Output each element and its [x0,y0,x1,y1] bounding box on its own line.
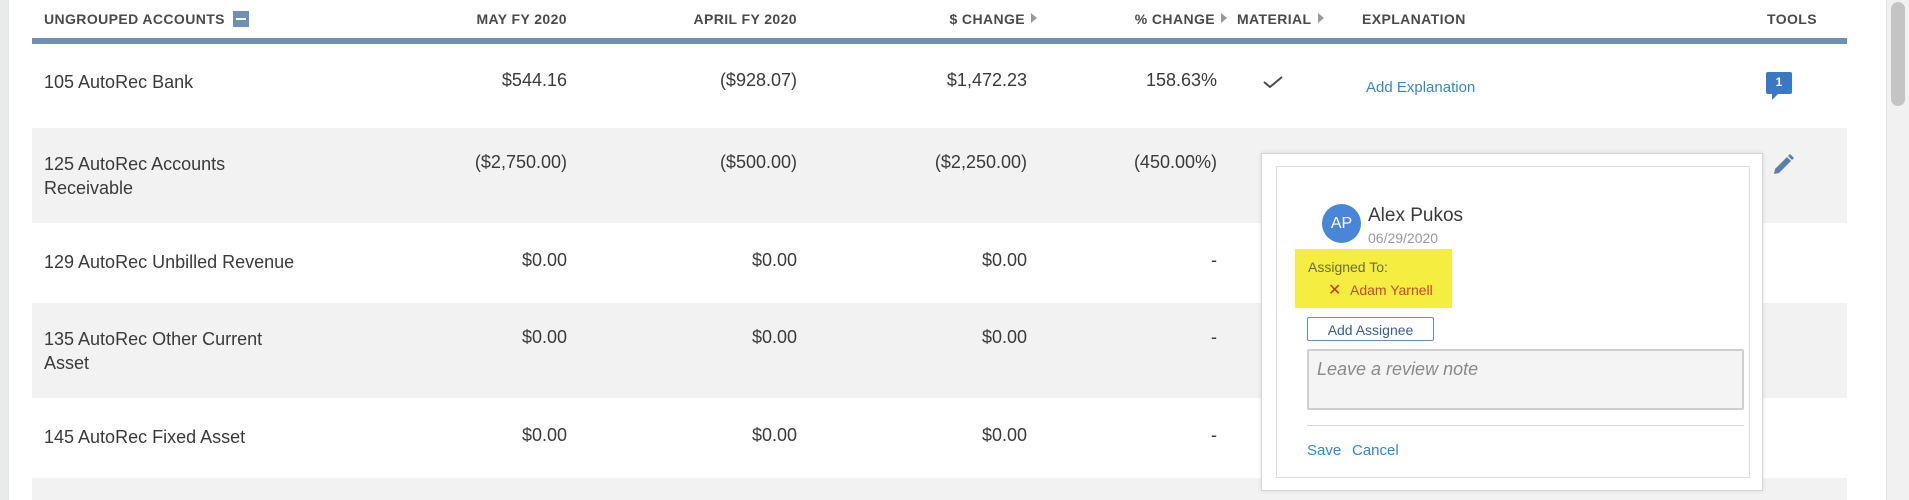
vertical-scrollbar[interactable] [1886,0,1909,500]
current-amount: ($2,750.00) [474,152,567,172]
save-link[interactable]: Save [1307,442,1342,459]
header-ungrouped-accounts: UNGROUPED ACCOUNTS [44,11,249,27]
header-dollar-change[interactable]: $ CHANGE [797,11,1037,27]
prior-amount: $0.00 [751,250,797,270]
sort-arrow-icon [1221,13,1227,23]
current-amount: $0.00 [521,425,567,445]
pct-change: 158.63% [1145,70,1217,90]
review-note-panel: AP Alex Pukos 06/29/2020 Assigned To: ✕ … [1276,166,1750,478]
header-divider [32,38,1847,44]
collapse-group-icon[interactable] [232,11,249,27]
table-row[interactable]: 129 AutoRec Unbilled Revenue $0.00 $0.00… [32,223,1847,303]
header-material[interactable]: MATERIAL [1237,11,1324,27]
header-explanation: EXPLANATION [1362,11,1466,27]
prior-amount: ($500.00) [719,152,797,172]
table-row[interactable]: 105 AutoRec Bank $544.16 ($928.07) $1,47… [32,44,1847,128]
current-amount: $0.00 [521,327,567,347]
prior-amount: $0.00 [751,327,797,347]
pct-change: - [1211,327,1217,347]
header-tools: TOOLS [1767,11,1817,27]
current-amount: $544.16 [501,70,567,90]
table-header: UNGROUPED ACCOUNTS MAY FY 2020 APRIL FY … [32,0,1847,44]
sort-arrow-icon [1031,13,1037,23]
dollar-change: $0.00 [981,327,1027,347]
header-current-period[interactable]: MAY FY 2020 [476,11,567,27]
prior-amount: ($928.07) [719,70,797,90]
dollar-change: $0.00 [981,250,1027,270]
comment-icon[interactable]: 1 [1766,72,1792,100]
header-pct-change[interactable]: % CHANGE [1037,11,1227,27]
account-name: 125 AutoRec Accounts Receivable [44,154,226,198]
header-pct-change-label: % CHANGE [1134,11,1215,27]
header-dollar-change-label: $ CHANGE [949,11,1025,27]
assignee-highlight [1295,249,1452,308]
prior-amount: $0.00 [751,425,797,445]
review-note-popup: AP Alex Pukos 06/29/2020 Assigned To: ✕ … [1261,153,1763,491]
scrollbar-thumb[interactable] [1891,2,1905,106]
material-check-icon [1263,76,1283,89]
pct-change: - [1211,250,1217,270]
table-row[interactable]: 145 AutoRec Fixed Asset $0.00 $0.00 $0.0… [32,398,1847,478]
reviewer-name: Alex Pukos [1368,205,1464,226]
current-amount: $0.00 [521,250,567,270]
account-name: 145 AutoRec Fixed Asset [44,427,246,447]
sort-arrow-icon [1317,13,1324,23]
account-name: 105 AutoRec Bank [44,72,194,92]
assignee-name: Adam Yarnell [1350,282,1433,298]
remove-assignee-icon[interactable]: ✕ [1328,282,1342,299]
pct-change: (450.00%) [1133,152,1217,172]
avatar: AP [1322,204,1361,243]
add-assignee-button[interactable]: Add Assignee [1307,317,1434,341]
assigned-to-label: Assigned To: [1308,259,1388,275]
review-note-input[interactable] [1307,349,1744,410]
header-material-label: MATERIAL [1237,11,1312,27]
pct-change: - [1211,425,1217,445]
comment-count: 1 [1775,75,1783,89]
account-name: 135 AutoRec Other Current Asset [44,329,263,373]
dollar-change: $0.00 [981,425,1027,445]
edit-pencil-icon[interactable] [1770,152,1796,178]
cancel-link[interactable]: Cancel [1352,442,1399,459]
header-group-title: UNGROUPED ACCOUNTS [44,11,225,27]
review-date: 06/29/2020 [1368,230,1439,246]
add-explanation-link[interactable]: Add Explanation [1366,79,1476,96]
account-name: 129 AutoRec Unbilled Revenue [44,252,295,272]
dollar-change: $1,472.23 [946,70,1027,90]
left-gutter [0,0,9,500]
dollar-change: ($2,250.00) [934,152,1027,172]
popup-divider [1307,425,1744,426]
header-prior-period[interactable]: APRIL FY 2020 [693,11,797,27]
